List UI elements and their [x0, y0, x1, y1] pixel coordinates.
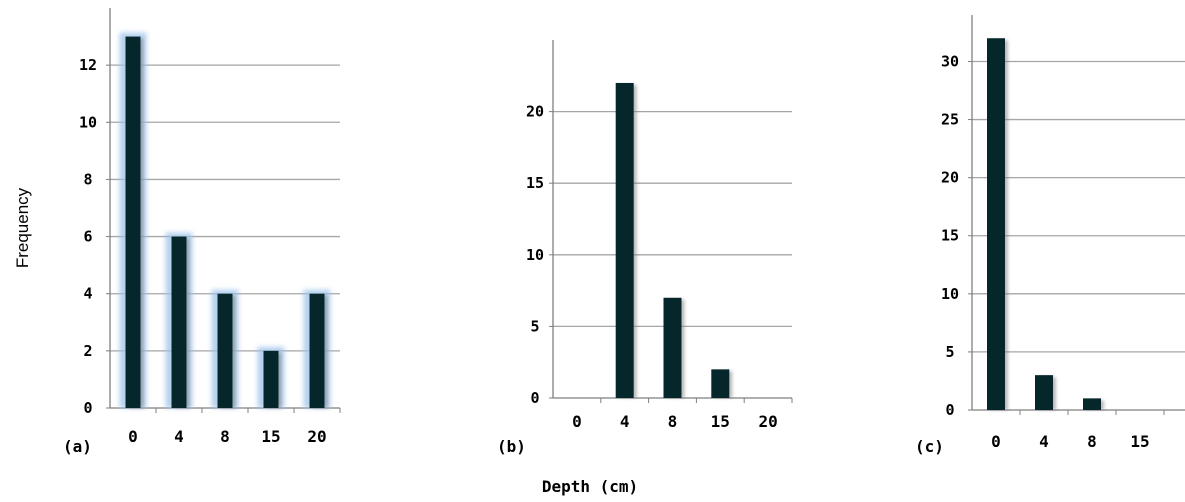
- x-tick-label: 15: [261, 427, 280, 446]
- x-tick-label: 20: [758, 412, 777, 431]
- y-tick-label: 25: [941, 111, 959, 129]
- bar: [987, 38, 1005, 410]
- panel-label: (c): [915, 437, 944, 456]
- x-tick-label: 0: [991, 432, 1001, 451]
- y-tick-label: 10: [526, 246, 544, 264]
- y-tick-label: 0: [530, 389, 539, 407]
- bar: [172, 237, 187, 408]
- y-tick-label: 20: [526, 103, 544, 121]
- y-tick-label: 12: [79, 56, 97, 74]
- y-tick-label: 8: [83, 170, 92, 188]
- y-tick-label: 15: [526, 174, 544, 192]
- x-tick-label: 8: [220, 427, 230, 446]
- y-tick-label: 15: [941, 227, 959, 245]
- x-tick-label: 4: [1039, 432, 1049, 451]
- y-axis-label: Frequency: [13, 187, 32, 268]
- x-tick-label: 4: [620, 412, 630, 431]
- y-tick-label: 4: [83, 285, 92, 303]
- x-tick-label: 0: [572, 412, 582, 431]
- bar: [218, 294, 233, 408]
- bar: [616, 83, 634, 398]
- x-tick-label: 15: [1130, 432, 1149, 451]
- y-tick-label: 5: [945, 343, 954, 361]
- bar: [711, 369, 729, 398]
- y-tick-label: 10: [79, 113, 97, 131]
- bar: [1035, 375, 1053, 410]
- panel-label: (a): [63, 437, 92, 456]
- chart-panels: 0 2 4 6 8 10 12 0 4 8 15 20 (a) 0 5 10 15 20 0 4 8 15 20 (b) 0 5 1…: [63, 8, 1185, 456]
- x-tick-label: 0: [128, 427, 138, 446]
- x-axis-label: Depth (cm): [542, 477, 638, 496]
- chart-panel-3: 0 5 10 15 20 25 30 0 4 8 15 (c): [915, 15, 1185, 456]
- x-tick-label: 8: [668, 412, 678, 431]
- x-tick-label: 15: [711, 412, 730, 431]
- y-tick-label: 6: [83, 228, 92, 246]
- chart-panel-2: 0 5 10 15 20 0 4 8 15 20 (b): [497, 40, 792, 456]
- y-tick-label: 2: [83, 342, 92, 360]
- bar: [664, 298, 682, 398]
- x-tick-label: 4: [174, 427, 184, 446]
- bar: [126, 37, 141, 408]
- x-tick-label: 20: [307, 427, 326, 446]
- bar: [310, 294, 325, 408]
- y-tick-label: 10: [941, 285, 959, 303]
- y-tick-label: 20: [941, 169, 959, 187]
- bar: [1083, 398, 1101, 410]
- y-tick-label: 0: [945, 401, 954, 419]
- bar: [264, 351, 279, 408]
- y-tick-label: 5: [530, 317, 539, 335]
- x-tick-label: 8: [1087, 432, 1097, 451]
- chart-panel-1: 0 2 4 6 8 10 12 0 4 8 15 20 (a): [63, 8, 340, 456]
- y-tick-label: 0: [83, 399, 92, 417]
- panel-label: (b): [497, 437, 526, 456]
- y-tick-label: 30: [941, 52, 959, 70]
